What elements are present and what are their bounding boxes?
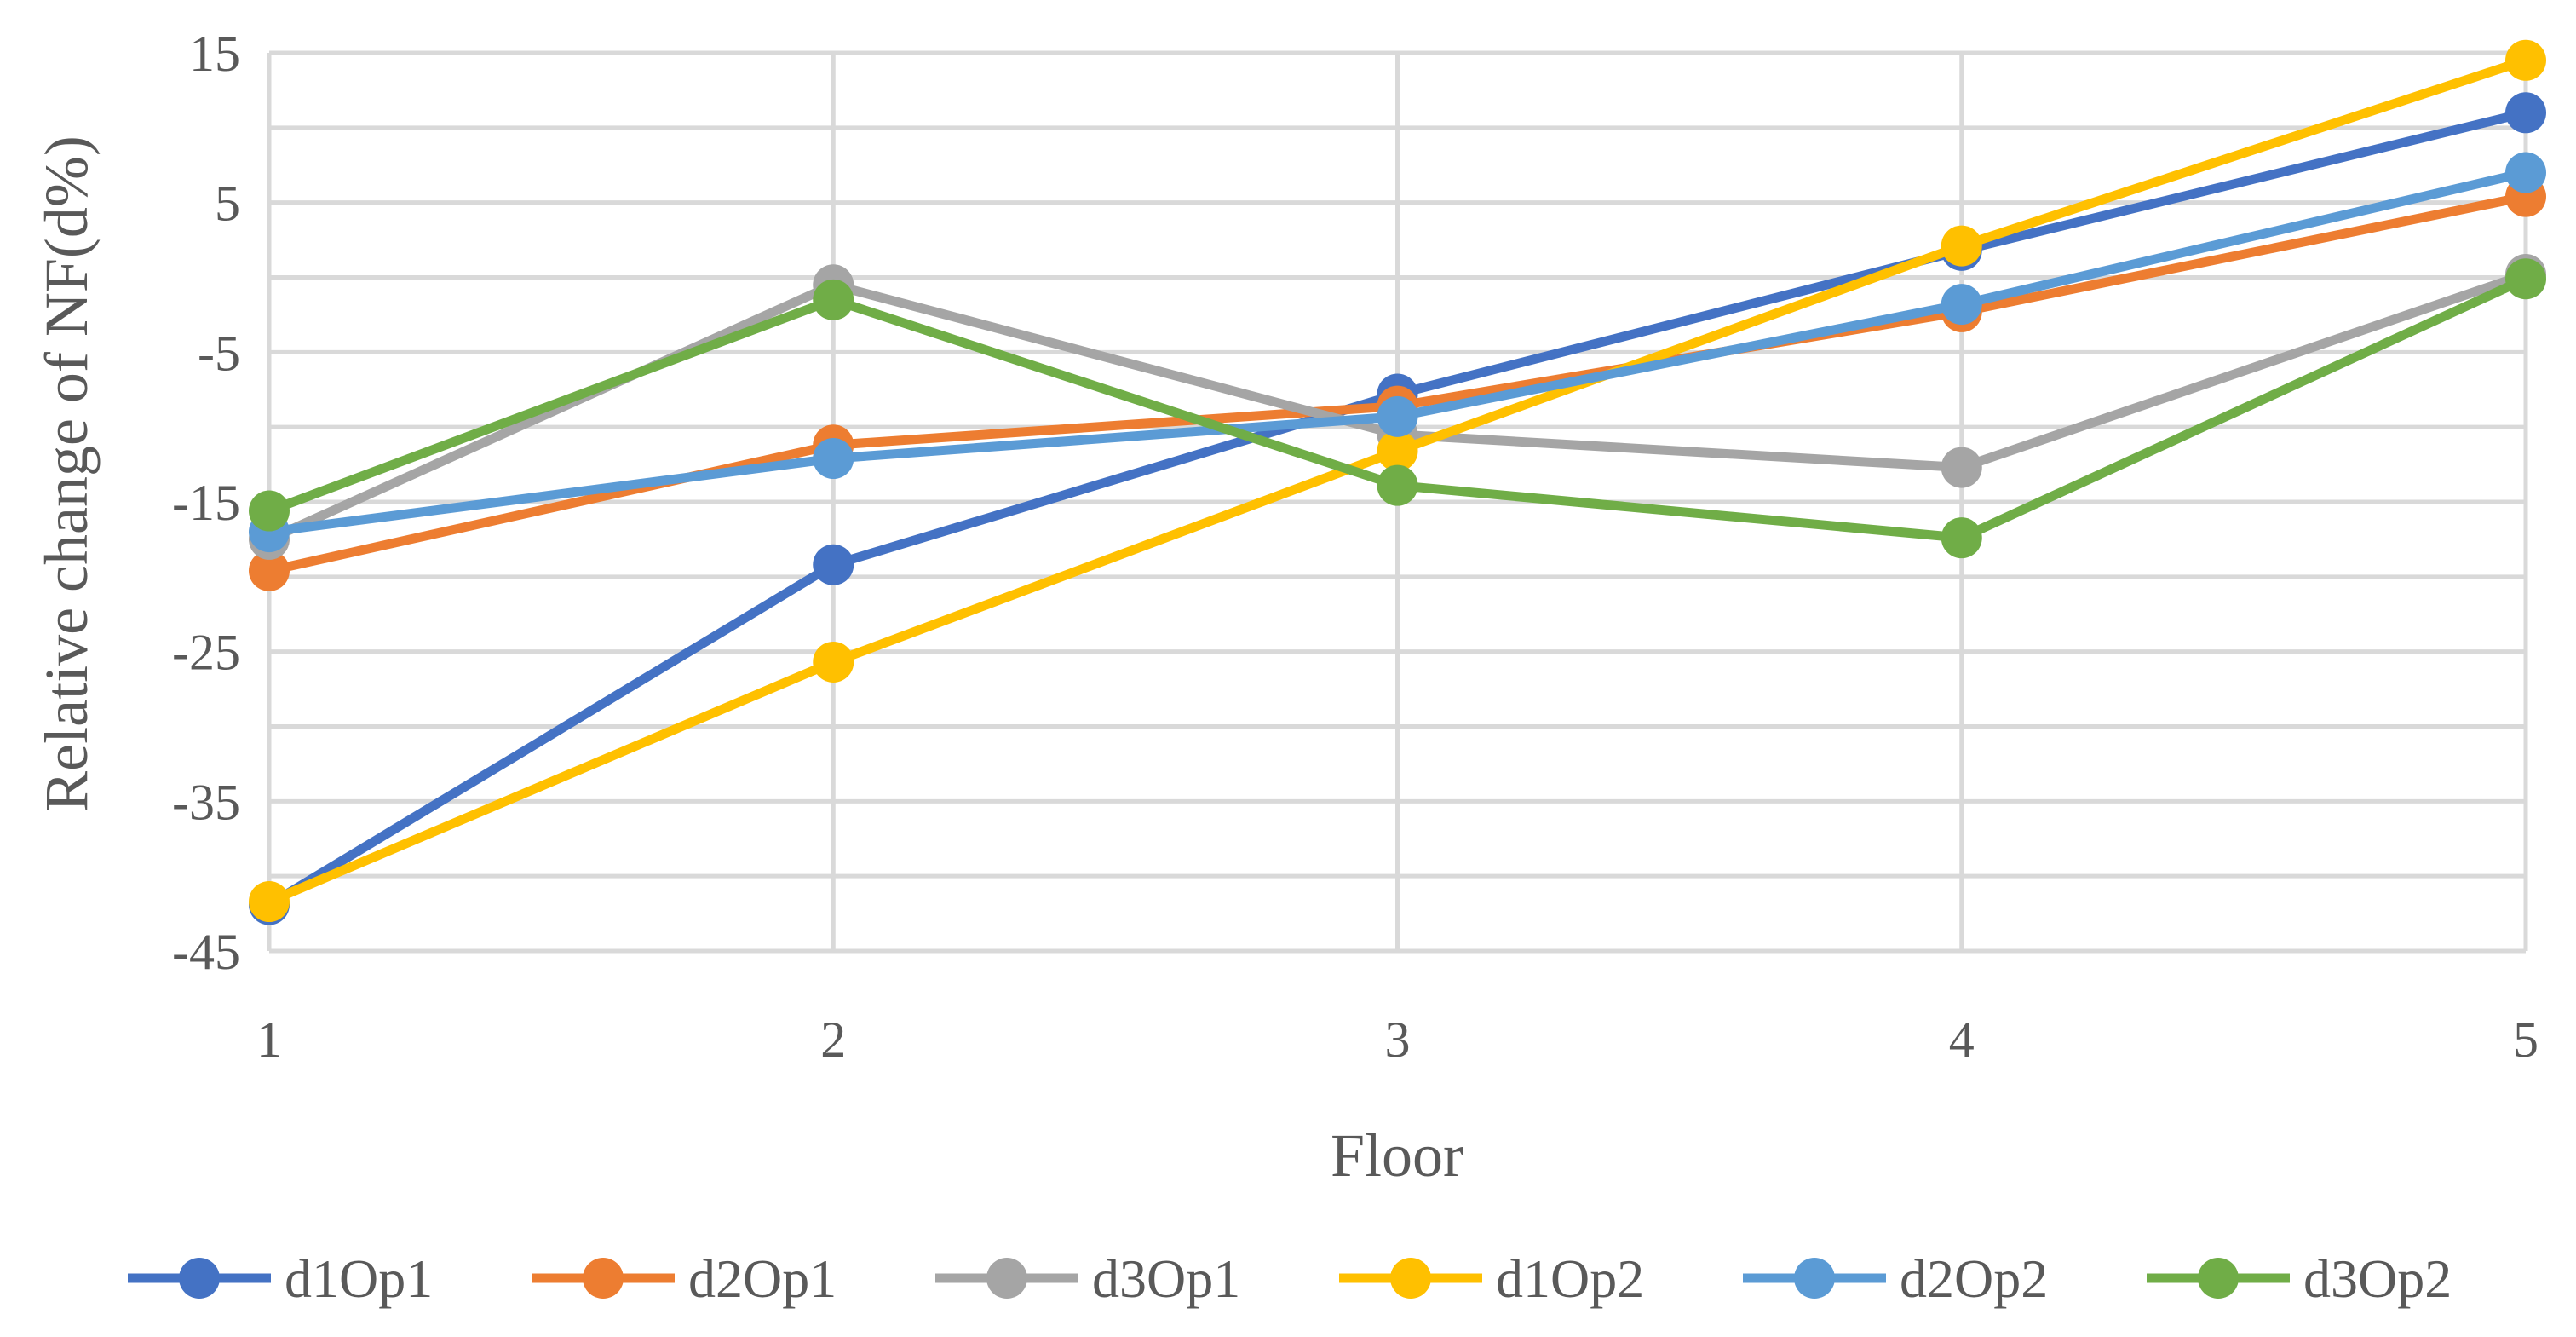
- legend-swatch-marker: [2198, 1258, 2239, 1299]
- series-lines: [249, 39, 2546, 925]
- legend-item-d1Op2: d1Op2: [1339, 1248, 1644, 1309]
- y-tick-label: -45: [172, 924, 240, 980]
- data-point-d3Op2: [1941, 517, 1982, 559]
- series-d2Op2: [249, 152, 2546, 553]
- y-tick-label: 5: [215, 176, 240, 232]
- x-tick-label: 4: [1949, 1011, 1975, 1068]
- data-point-d1Op1: [813, 544, 854, 585]
- series-d1Op2: [249, 39, 2546, 923]
- data-point-d2Op2: [1377, 395, 1418, 437]
- data-point-d1Op2: [1941, 225, 1982, 267]
- legend-label: d3Op1: [1092, 1248, 1240, 1309]
- y-tick-label: -5: [198, 325, 240, 381]
- legend-swatch-marker: [179, 1258, 220, 1299]
- legend-item-d2Op2: d2Op2: [1743, 1248, 2048, 1309]
- tick-labels: 15 5 -5 -15 -25 -35 -45 1 2 3 4 5: [172, 26, 2539, 1068]
- data-point-d3Op2: [1377, 464, 1418, 506]
- x-axis-title: Floor: [1331, 1121, 1463, 1190]
- data-point-d1Op2: [813, 641, 854, 683]
- y-axis-title: Relative change of NF(d%): [32, 135, 101, 812]
- legend-item-d2Op1: d2Op1: [532, 1248, 837, 1309]
- legend-swatch-marker: [986, 1258, 1027, 1299]
- data-point-d2Op2: [2505, 152, 2546, 193]
- x-tick-label: 1: [256, 1011, 282, 1068]
- data-point-d3Op2: [2505, 258, 2546, 300]
- legend-item-d3Op1: d3Op1: [935, 1248, 1240, 1309]
- legend-label: d1Op1: [285, 1248, 433, 1309]
- legend-item-d1Op1: d1Op1: [128, 1248, 433, 1309]
- y-tick-label: -15: [172, 475, 240, 531]
- legend: d1Op1 d2Op1 d3Op1 d1Op2 d2Op2 d3Op2: [128, 1248, 2452, 1309]
- x-tick-label: 3: [1385, 1011, 1411, 1068]
- legend-swatch-marker: [1794, 1258, 1835, 1299]
- legend-label: d3Op2: [2303, 1248, 2452, 1309]
- data-point-d2Op1: [249, 550, 290, 591]
- legend-item-d3Op2: d3Op2: [2147, 1248, 2452, 1309]
- x-tick-label: 5: [2513, 1011, 2539, 1068]
- y-tick-label: -25: [172, 625, 240, 681]
- legend-label: d2Op1: [688, 1248, 837, 1309]
- legend-swatch-marker: [583, 1258, 624, 1299]
- data-point-d1Op2: [1377, 430, 1418, 472]
- data-point-d3Op2: [249, 490, 290, 532]
- series-d3Op2: [249, 258, 2546, 559]
- y-tick-label: -35: [172, 774, 240, 830]
- legend-label: d1Op2: [1496, 1248, 1644, 1309]
- data-point-d2Op2: [813, 438, 854, 480]
- legend-swatch-marker: [1390, 1258, 1431, 1299]
- data-point-d1Op1: [2505, 92, 2546, 134]
- data-point-d3Op1: [1941, 447, 1982, 488]
- x-tick-label: 2: [820, 1011, 846, 1068]
- data-point-d3Op2: [813, 279, 854, 320]
- data-point-d1Op2: [249, 881, 290, 923]
- data-point-d1Op2: [2505, 39, 2546, 81]
- legend-label: d2Op2: [1900, 1248, 2048, 1309]
- y-tick-label: 15: [189, 26, 240, 82]
- data-point-d2Op2: [1941, 284, 1982, 326]
